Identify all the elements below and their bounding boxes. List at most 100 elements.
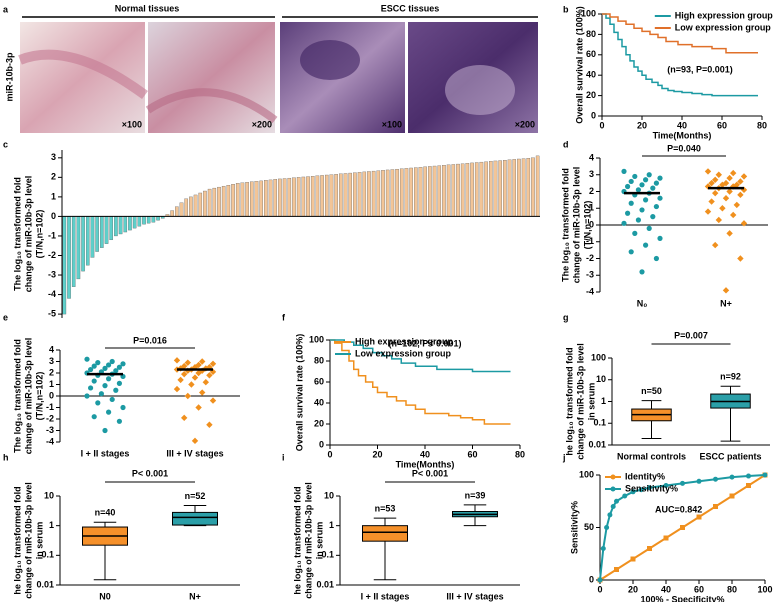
x-tick-label: 0 (327, 449, 332, 459)
y-tick-label: -3 (46, 425, 54, 435)
tissue-image (148, 22, 275, 133)
y-axis-label: in serum (586, 383, 596, 421)
y-axis-label: change of miR-10b-3p level (571, 167, 581, 284)
point (84, 393, 90, 399)
y-axis-label: The log₁₀ transformed fold (12, 339, 22, 453)
point (722, 287, 730, 294)
y-tick-label: 0 (49, 390, 54, 400)
point (209, 368, 217, 376)
point (195, 404, 202, 411)
point (712, 241, 719, 249)
point (113, 387, 119, 393)
bar (348, 172, 352, 217)
y-axis-label: change of miR-10b-3p level (23, 176, 33, 293)
marker (680, 525, 685, 530)
bar (254, 181, 259, 217)
point (191, 437, 199, 445)
legend-label: Low expression group (675, 22, 772, 32)
y-tick-label: 1 (51, 191, 56, 201)
survival-curve (330, 339, 511, 425)
bar (442, 165, 446, 217)
point (712, 189, 719, 197)
y-axis-label: Overall survival rate (100%) (574, 6, 584, 124)
bar (428, 166, 432, 217)
y-axis-label: The log₁₀ transformed fold (560, 168, 570, 282)
y-tick-label: 0 (51, 211, 56, 221)
legend-marker (610, 486, 616, 492)
category-label: N+ (189, 591, 201, 601)
bar (395, 168, 399, 217)
y-tick-label: -4 (586, 286, 594, 296)
point (116, 364, 122, 370)
magnification: ×100 (382, 119, 402, 129)
point (109, 396, 115, 403)
y-tick-label: 1 (589, 203, 594, 213)
y-tick-label: 10 (596, 374, 606, 384)
y-tick-label: 100 (591, 352, 606, 362)
panel-label: c (3, 139, 8, 149)
p-value: P< 0.001 (412, 468, 448, 478)
y-axis-label: (T/N,n=102) (34, 372, 44, 421)
point (643, 197, 649, 203)
point (704, 168, 712, 175)
point (91, 378, 97, 384)
point (88, 366, 94, 373)
magnification: ×200 (252, 119, 272, 129)
n-label: n=52 (185, 491, 206, 501)
point (181, 370, 188, 378)
bar (85, 216, 90, 266)
y-tick-label: 0.1 (593, 418, 606, 428)
bar (100, 216, 104, 248)
point (106, 376, 112, 382)
marker (729, 493, 735, 499)
point (106, 362, 112, 368)
point (737, 255, 744, 262)
bar (282, 178, 287, 217)
n-label: n=39 (465, 490, 486, 500)
bar (324, 174, 329, 217)
bar (470, 162, 474, 217)
x-axis-label: Time(Months) (653, 130, 712, 140)
point (209, 397, 217, 404)
point (653, 255, 660, 262)
y-tick-label: -4 (46, 436, 54, 446)
y-tick-label: 0.1 (321, 550, 334, 560)
y-tick-label: -5 (48, 308, 56, 318)
y-tick-label: 100 (581, 8, 596, 18)
bar (460, 163, 465, 217)
bar (517, 158, 521, 217)
category-label: ESCC patients (699, 451, 761, 461)
y-tick-label: 50 (584, 522, 594, 532)
bar (437, 165, 442, 217)
point (730, 169, 737, 177)
bar (268, 179, 273, 217)
bar (67, 216, 71, 299)
point (650, 185, 656, 191)
point (740, 220, 748, 227)
bar (259, 180, 263, 217)
bar (399, 168, 404, 217)
bar (456, 163, 460, 217)
panel-label: a (3, 4, 9, 14)
bar (329, 174, 334, 217)
marker (696, 478, 702, 484)
marker (696, 514, 702, 520)
point (120, 404, 126, 411)
point (635, 217, 642, 223)
point (628, 249, 634, 255)
marker (647, 546, 652, 551)
bar (278, 178, 282, 217)
y-tick-label: -1 (48, 230, 56, 240)
group-title: ESCC tissues (381, 3, 440, 13)
marker (647, 485, 652, 491)
bar (404, 168, 409, 217)
point (643, 177, 649, 183)
y-tick-label: -2 (46, 413, 54, 423)
y-axis-label: change of miR-10b-3p level (575, 343, 585, 460)
point (628, 200, 634, 206)
y-tick-label: 0.01 (588, 439, 606, 449)
bar (123, 216, 128, 233)
marker (614, 498, 619, 504)
y-tick-label: 0.01 (316, 579, 334, 589)
group-title: Normal tissues (115, 3, 180, 13)
